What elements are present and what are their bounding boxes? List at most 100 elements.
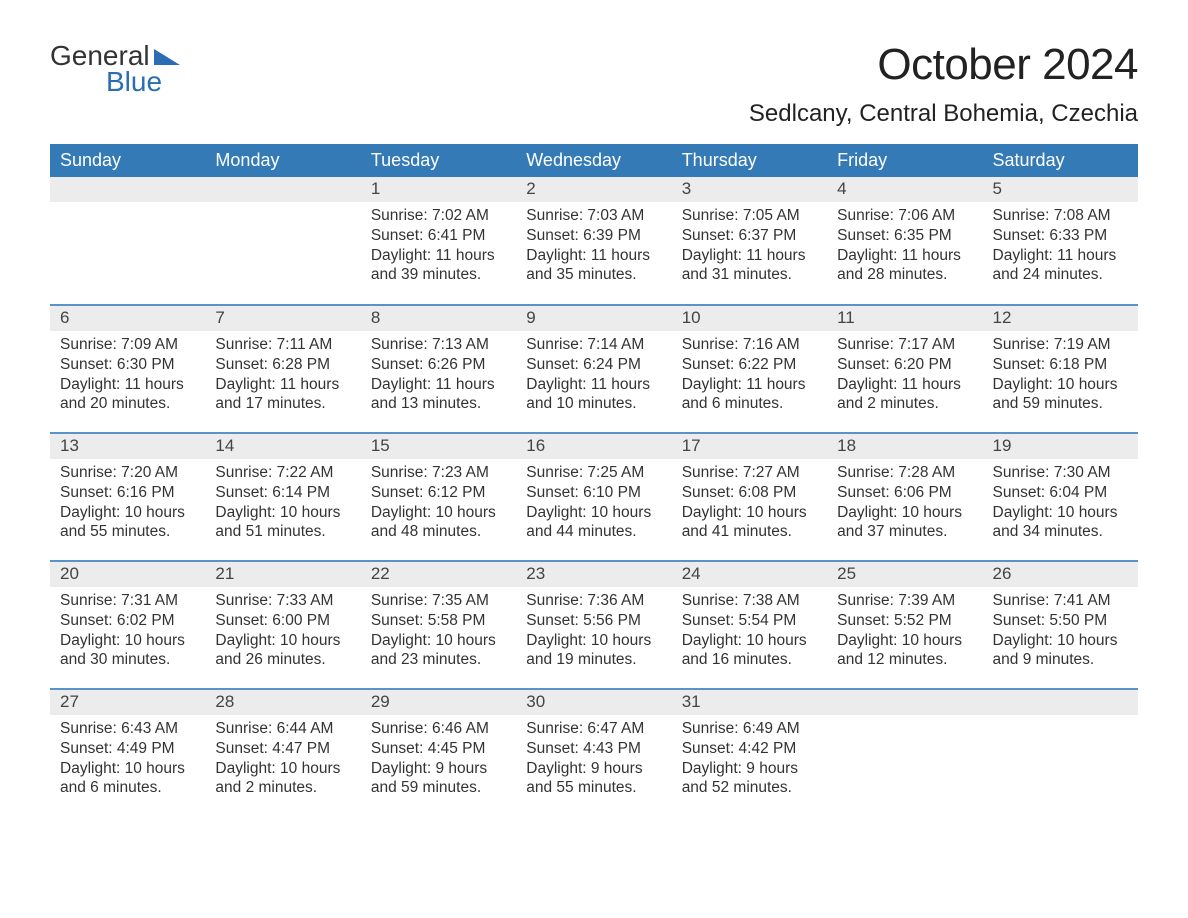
calendar-cell: 17Sunrise: 7:27 AMSunset: 6:08 PMDayligh… xyxy=(672,433,827,561)
logo-flag-icon xyxy=(154,49,180,65)
calendar-cell xyxy=(50,177,205,305)
day-number xyxy=(983,690,1138,715)
logo: General Blue xyxy=(50,40,180,98)
day-number: 17 xyxy=(672,434,827,459)
day-details: Sunrise: 7:41 AMSunset: 5:50 PMDaylight:… xyxy=(983,587,1138,680)
day-details: Sunrise: 7:22 AMSunset: 6:14 PMDaylight:… xyxy=(205,459,360,552)
weekday-header: Friday xyxy=(827,144,982,177)
calendar-cell: 24Sunrise: 7:38 AMSunset: 5:54 PMDayligh… xyxy=(672,561,827,689)
day-number: 27 xyxy=(50,690,205,715)
calendar-row: 20Sunrise: 7:31 AMSunset: 6:02 PMDayligh… xyxy=(50,561,1138,689)
weekday-header: Sunday xyxy=(50,144,205,177)
day-details: Sunrise: 6:44 AMSunset: 4:47 PMDaylight:… xyxy=(205,715,360,808)
day-number: 3 xyxy=(672,177,827,202)
calendar-cell: 6Sunrise: 7:09 AMSunset: 6:30 PMDaylight… xyxy=(50,305,205,433)
calendar-cell: 31Sunrise: 6:49 AMSunset: 4:42 PMDayligh… xyxy=(672,689,827,817)
day-number: 16 xyxy=(516,434,671,459)
day-number: 31 xyxy=(672,690,827,715)
day-number: 19 xyxy=(983,434,1138,459)
day-details: Sunrise: 7:39 AMSunset: 5:52 PMDaylight:… xyxy=(827,587,982,680)
calendar-cell: 14Sunrise: 7:22 AMSunset: 6:14 PMDayligh… xyxy=(205,433,360,561)
calendar-cell: 7Sunrise: 7:11 AMSunset: 6:28 PMDaylight… xyxy=(205,305,360,433)
calendar-cell: 2Sunrise: 7:03 AMSunset: 6:39 PMDaylight… xyxy=(516,177,671,305)
day-details: Sunrise: 7:05 AMSunset: 6:37 PMDaylight:… xyxy=(672,202,827,295)
weekday-header: Wednesday xyxy=(516,144,671,177)
day-details: Sunrise: 7:33 AMSunset: 6:00 PMDaylight:… xyxy=(205,587,360,680)
day-number: 24 xyxy=(672,562,827,587)
calendar-cell: 5Sunrise: 7:08 AMSunset: 6:33 PMDaylight… xyxy=(983,177,1138,305)
day-number: 22 xyxy=(361,562,516,587)
day-number xyxy=(827,690,982,715)
day-details: Sunrise: 7:16 AMSunset: 6:22 PMDaylight:… xyxy=(672,331,827,424)
calendar-cell: 4Sunrise: 7:06 AMSunset: 6:35 PMDaylight… xyxy=(827,177,982,305)
calendar-cell: 12Sunrise: 7:19 AMSunset: 6:18 PMDayligh… xyxy=(983,305,1138,433)
calendar-cell: 21Sunrise: 7:33 AMSunset: 6:00 PMDayligh… xyxy=(205,561,360,689)
day-details: Sunrise: 7:28 AMSunset: 6:06 PMDaylight:… xyxy=(827,459,982,552)
day-number xyxy=(50,177,205,202)
calendar-table: Sunday Monday Tuesday Wednesday Thursday… xyxy=(50,144,1138,817)
calendar-cell: 15Sunrise: 7:23 AMSunset: 6:12 PMDayligh… xyxy=(361,433,516,561)
calendar-cell: 18Sunrise: 7:28 AMSunset: 6:06 PMDayligh… xyxy=(827,433,982,561)
day-number: 1 xyxy=(361,177,516,202)
title-block: October 2024 Sedlcany, Central Bohemia, … xyxy=(749,40,1138,140)
day-number: 6 xyxy=(50,306,205,331)
day-number: 10 xyxy=(672,306,827,331)
day-details: Sunrise: 7:11 AMSunset: 6:28 PMDaylight:… xyxy=(205,331,360,424)
day-number: 26 xyxy=(983,562,1138,587)
day-details: Sunrise: 7:30 AMSunset: 6:04 PMDaylight:… xyxy=(983,459,1138,552)
day-number: 9 xyxy=(516,306,671,331)
calendar-cell: 13Sunrise: 7:20 AMSunset: 6:16 PMDayligh… xyxy=(50,433,205,561)
day-details: Sunrise: 7:17 AMSunset: 6:20 PMDaylight:… xyxy=(827,331,982,424)
location-subtitle: Sedlcany, Central Bohemia, Czechia xyxy=(749,100,1138,128)
day-details: Sunrise: 7:36 AMSunset: 5:56 PMDaylight:… xyxy=(516,587,671,680)
calendar-cell xyxy=(205,177,360,305)
calendar-cell xyxy=(983,689,1138,817)
day-number: 15 xyxy=(361,434,516,459)
day-number: 4 xyxy=(827,177,982,202)
calendar-cell: 22Sunrise: 7:35 AMSunset: 5:58 PMDayligh… xyxy=(361,561,516,689)
day-details: Sunrise: 7:23 AMSunset: 6:12 PMDaylight:… xyxy=(361,459,516,552)
day-number: 25 xyxy=(827,562,982,587)
weekday-header-row: Sunday Monday Tuesday Wednesday Thursday… xyxy=(50,144,1138,177)
day-number: 21 xyxy=(205,562,360,587)
calendar-cell xyxy=(827,689,982,817)
day-number: 20 xyxy=(50,562,205,587)
day-number: 18 xyxy=(827,434,982,459)
calendar-cell: 3Sunrise: 7:05 AMSunset: 6:37 PMDaylight… xyxy=(672,177,827,305)
day-number: 23 xyxy=(516,562,671,587)
day-number: 29 xyxy=(361,690,516,715)
logo-text-blue: Blue xyxy=(106,66,180,98)
day-details: Sunrise: 7:02 AMSunset: 6:41 PMDaylight:… xyxy=(361,202,516,295)
day-number: 13 xyxy=(50,434,205,459)
day-number: 28 xyxy=(205,690,360,715)
calendar-cell: 28Sunrise: 6:44 AMSunset: 4:47 PMDayligh… xyxy=(205,689,360,817)
calendar-cell: 1Sunrise: 7:02 AMSunset: 6:41 PMDaylight… xyxy=(361,177,516,305)
day-details: Sunrise: 7:27 AMSunset: 6:08 PMDaylight:… xyxy=(672,459,827,552)
day-details: Sunrise: 7:06 AMSunset: 6:35 PMDaylight:… xyxy=(827,202,982,295)
day-details: Sunrise: 7:19 AMSunset: 6:18 PMDaylight:… xyxy=(983,331,1138,424)
calendar-cell: 29Sunrise: 6:46 AMSunset: 4:45 PMDayligh… xyxy=(361,689,516,817)
day-number: 11 xyxy=(827,306,982,331)
day-details: Sunrise: 7:09 AMSunset: 6:30 PMDaylight:… xyxy=(50,331,205,424)
calendar-row: 1Sunrise: 7:02 AMSunset: 6:41 PMDaylight… xyxy=(50,177,1138,305)
day-details: Sunrise: 7:38 AMSunset: 5:54 PMDaylight:… xyxy=(672,587,827,680)
calendar-cell: 10Sunrise: 7:16 AMSunset: 6:22 PMDayligh… xyxy=(672,305,827,433)
day-number: 12 xyxy=(983,306,1138,331)
day-number: 30 xyxy=(516,690,671,715)
calendar-row: 13Sunrise: 7:20 AMSunset: 6:16 PMDayligh… xyxy=(50,433,1138,561)
calendar-cell: 23Sunrise: 7:36 AMSunset: 5:56 PMDayligh… xyxy=(516,561,671,689)
day-number: 7 xyxy=(205,306,360,331)
day-details: Sunrise: 7:31 AMSunset: 6:02 PMDaylight:… xyxy=(50,587,205,680)
day-details: Sunrise: 7:08 AMSunset: 6:33 PMDaylight:… xyxy=(983,202,1138,295)
calendar-cell: 30Sunrise: 6:47 AMSunset: 4:43 PMDayligh… xyxy=(516,689,671,817)
calendar-cell: 8Sunrise: 7:13 AMSunset: 6:26 PMDaylight… xyxy=(361,305,516,433)
day-details: Sunrise: 6:47 AMSunset: 4:43 PMDaylight:… xyxy=(516,715,671,808)
weekday-header: Monday xyxy=(205,144,360,177)
day-details: Sunrise: 7:14 AMSunset: 6:24 PMDaylight:… xyxy=(516,331,671,424)
calendar-row: 27Sunrise: 6:43 AMSunset: 4:49 PMDayligh… xyxy=(50,689,1138,817)
day-details: Sunrise: 7:20 AMSunset: 6:16 PMDaylight:… xyxy=(50,459,205,552)
calendar-cell: 11Sunrise: 7:17 AMSunset: 6:20 PMDayligh… xyxy=(827,305,982,433)
page-title: October 2024 xyxy=(749,40,1138,90)
calendar-row: 6Sunrise: 7:09 AMSunset: 6:30 PMDaylight… xyxy=(50,305,1138,433)
calendar-cell: 26Sunrise: 7:41 AMSunset: 5:50 PMDayligh… xyxy=(983,561,1138,689)
